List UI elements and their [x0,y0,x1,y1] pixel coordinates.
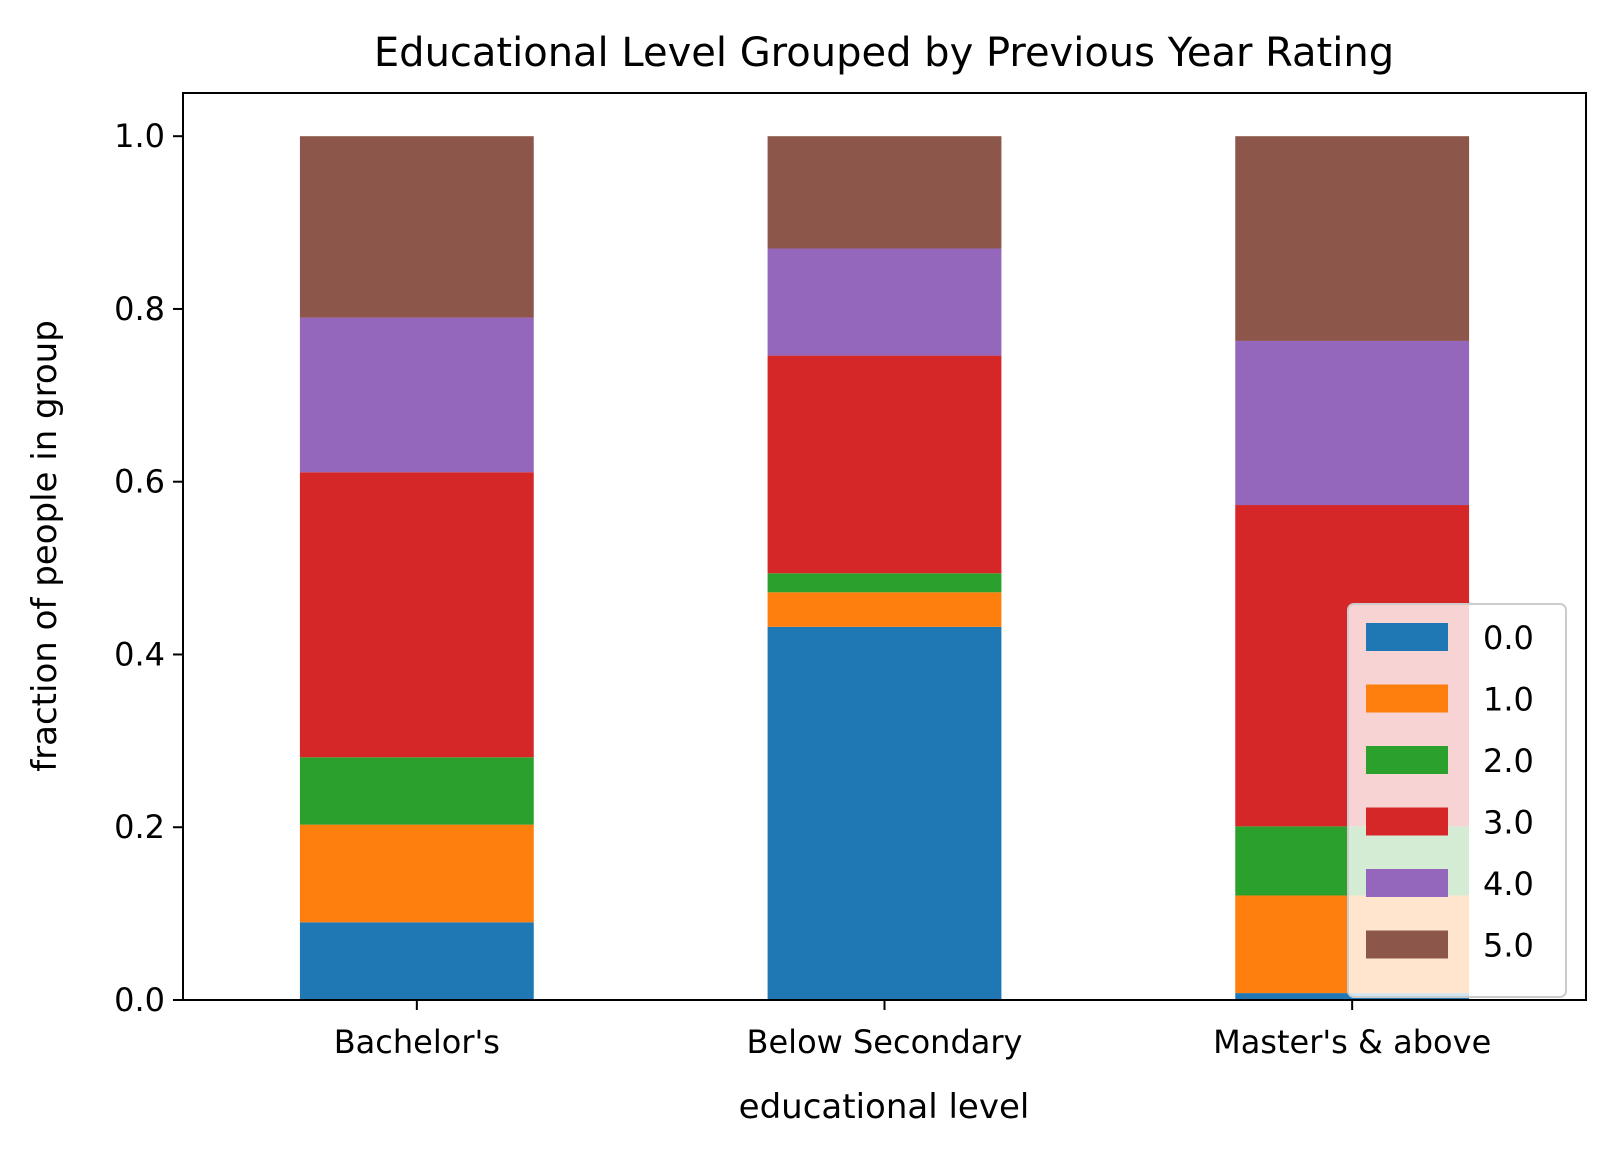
legend-label-2-0: 2.0 [1483,742,1534,780]
legend-swatch-0-0 [1366,623,1448,651]
bar-below-secondary-rating-5-0 [767,136,1002,249]
bar-below-secondary-rating-1-0 [767,592,1002,627]
bar-bachelor-s-rating-5-0 [299,136,534,318]
y-tick-label: 0.4 [114,635,165,673]
x-tick-label: Below Secondary [747,1023,1023,1061]
legend-label-1-0: 1.0 [1483,681,1534,719]
legend-swatch-4-0 [1366,869,1448,897]
y-axis: 0.0 0.2 0.4 0.6 0.8 1.0 [114,117,183,1019]
bar-below-secondary-rating-3-0 [767,355,1002,574]
bars-group [299,136,1470,1000]
y-tick-label: 0.8 [114,290,165,328]
bar-bachelor-s-rating-1-0 [299,824,534,923]
y-tick-label: 0.2 [114,808,165,846]
legend-swatch-5-0 [1366,930,1448,959]
x-tick-label: Bachelor's [334,1023,500,1061]
legend-swatch-1-0 [1366,684,1448,713]
x-axis: Bachelor's Below Secondary Master's & abov… [334,1000,1491,1061]
legend-label-3-0: 3.0 [1483,804,1534,842]
x-axis-label: educational level [739,1087,1030,1127]
y-tick-label: 1.0 [114,117,165,155]
legend-label-5-0: 5.0 [1483,927,1534,965]
chart-title: Educational Level Grouped by Previous Ye… [374,30,1394,76]
bar-bachelor-s-rating-2-0 [299,757,534,825]
legend-swatch-2-0 [1366,746,1448,774]
bar-below-secondary-rating-0-0 [767,626,1002,1000]
bar-bachelor-s-rating-0-0 [299,922,534,1000]
legend: 0.0 1.0 2.0 3.0 4.0 5.0 [1347,603,1567,998]
bar-master-s-above-rating-5-0 [1235,136,1470,341]
legend-label-4-0: 4.0 [1483,865,1534,903]
legend-label-0-0: 0.0 [1483,619,1534,657]
bar-bachelor-s-rating-3-0 [299,472,534,758]
y-axis-label: fraction of people in group [25,320,65,772]
bar-below-secondary-rating-4-0 [767,248,1002,356]
bar-bachelor-s-rating-4-0 [299,317,534,473]
y-tick-label: 0.0 [114,981,165,1019]
bar-below-secondary-rating-2-0 [767,573,1002,593]
legend-swatch-3-0 [1366,807,1448,836]
y-tick-label: 0.6 [114,463,165,501]
bar-master-s-above-rating-4-0 [1235,340,1470,506]
x-tick-label: Master's & above [1213,1023,1491,1061]
